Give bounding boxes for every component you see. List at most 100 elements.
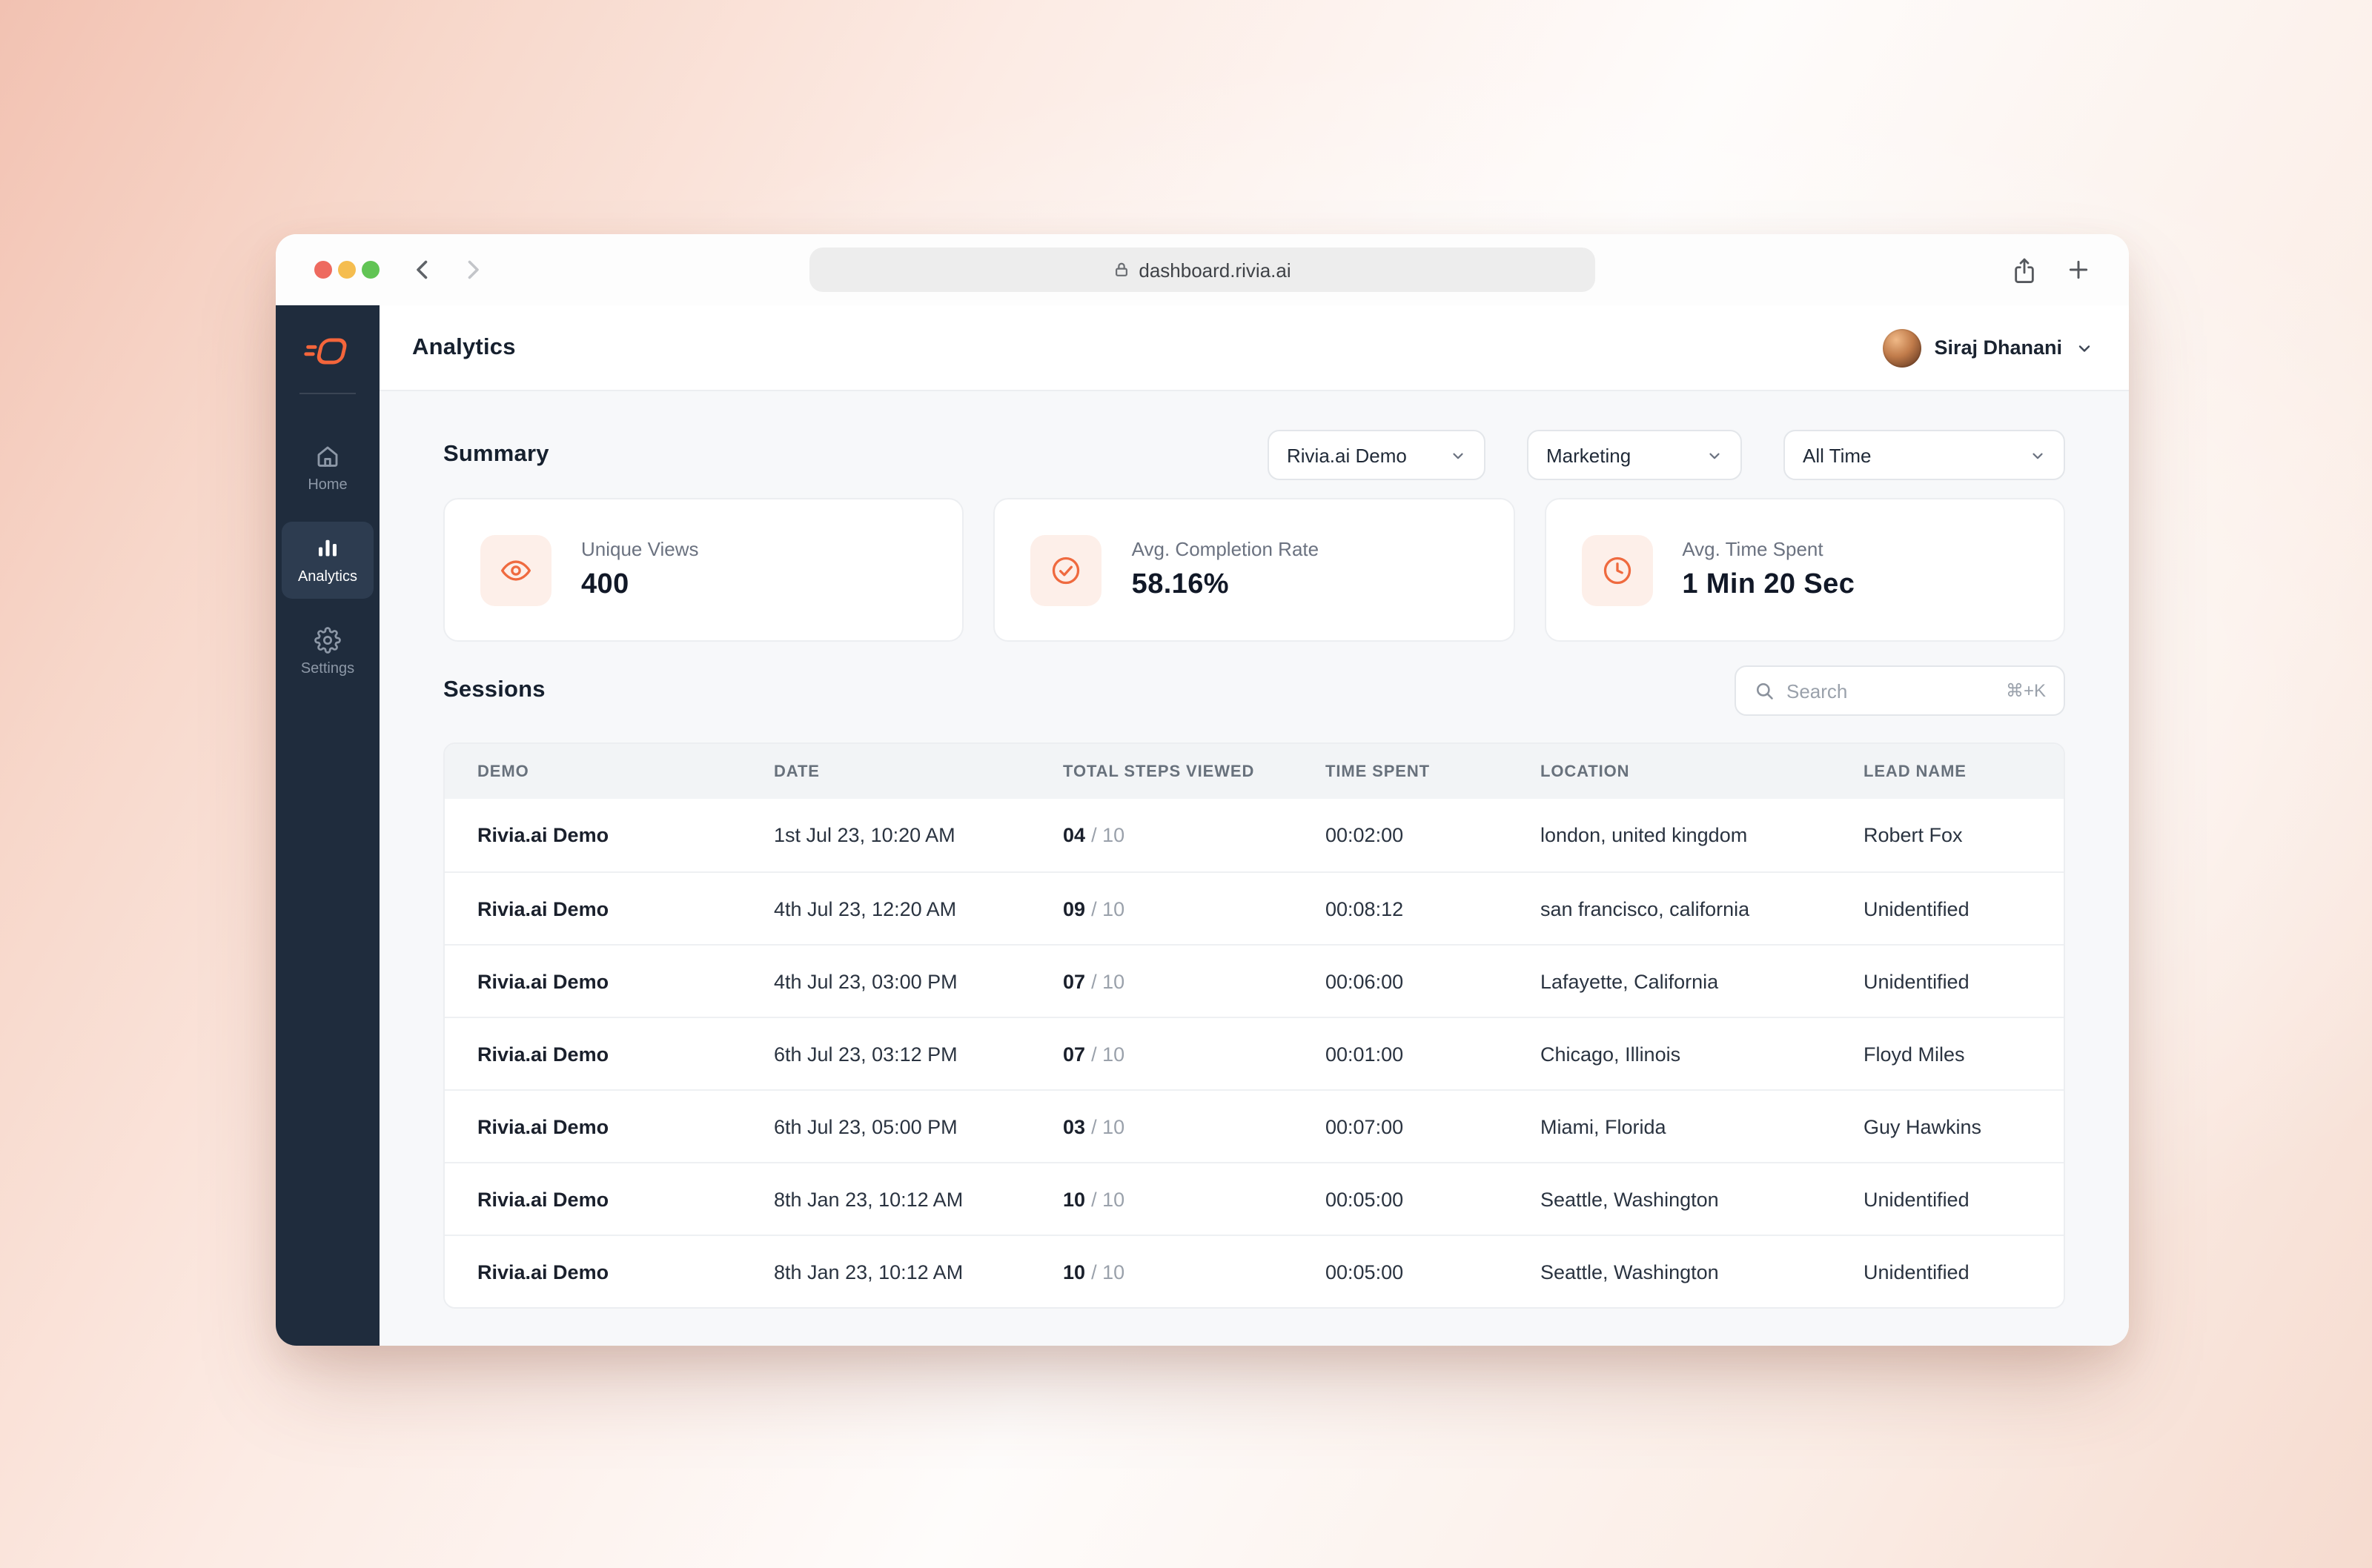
sessions-title: Sessions: [443, 677, 546, 702]
column-header-location: Location: [1540, 763, 1630, 780]
cell-date: 8th Jan 23, 10:12 AM: [774, 1260, 964, 1283]
cell-location: Seattle, Washington: [1540, 1188, 1719, 1210]
table-row[interactable]: Rivia.ai Demo 4th Jul 23, 03:00 PM 07/ 1…: [445, 944, 2064, 1017]
sidebar-item-settings[interactable]: Settings: [282, 614, 374, 691]
table-row[interactable]: Rivia.ai Demo 6th Jul 23, 03:12 PM 07/ 1…: [445, 1017, 2064, 1089]
cell-lead: Unidentified: [1864, 970, 1970, 992]
cell-lead: Guy Hawkins: [1864, 1115, 1982, 1137]
cell-location: Miami, Florida: [1540, 1115, 1666, 1137]
cell-steps: 10/ 10: [1063, 1260, 1125, 1283]
sidebar-item-home[interactable]: Home: [282, 430, 374, 507]
demo-filter-dropdown[interactable]: Rivia.ai Demo: [1268, 430, 1485, 480]
search-shortcut: ⌘+K: [2005, 680, 2046, 701]
cell-demo: Rivia.ai Demo: [477, 1188, 609, 1210]
sidebar-divider: [299, 393, 356, 394]
cell-location: Chicago, Illinois: [1540, 1043, 1681, 1065]
page-title: Analytics: [412, 334, 516, 359]
cell-steps: 07/ 10: [1063, 970, 1125, 992]
cell-demo: Rivia.ai Demo: [477, 897, 609, 920]
column-header-demo: Demo: [477, 763, 529, 780]
search-box[interactable]: ⌘+K: [1735, 665, 2065, 716]
url-text: dashboard.rivia.ai: [1139, 259, 1291, 281]
stat-value: 400: [581, 569, 629, 600]
table-row[interactable]: Rivia.ai Demo 1st Jul 23, 10:20 AM 04/ 1…: [445, 799, 2064, 871]
time-filter-value: All Time: [1803, 444, 1872, 466]
cell-time: 00:01:00: [1325, 1043, 1404, 1065]
rivia-logo[interactable]: [304, 332, 351, 371]
browser-toolbar: dashboard.rivia.ai: [276, 234, 2129, 305]
stat-card-unique-views: Unique Views 400: [443, 498, 964, 642]
cell-date: 6th Jul 23, 05:00 PM: [774, 1115, 958, 1137]
cell-demo: Rivia.ai Demo: [477, 1260, 609, 1283]
stat-card-completion-rate: Avg. Completion Rate 58.16%: [993, 498, 1515, 642]
sidebar-item-label: Home: [308, 477, 348, 494]
table-header-row: Demo Date Total Steps Viewed Time Spent …: [445, 744, 2064, 799]
cell-location: san francisco, california: [1540, 897, 1750, 920]
close-window-button[interactable]: [314, 261, 332, 279]
address-bar[interactable]: dashboard.rivia.ai: [809, 248, 1595, 292]
cell-time: 00:07:00: [1325, 1115, 1404, 1137]
avatar: [1882, 328, 1921, 367]
cell-date: 4th Jul 23, 12:20 AM: [774, 897, 957, 920]
cell-lead: Unidentified: [1864, 1260, 1970, 1283]
table-row[interactable]: Rivia.ai Demo 8th Jan 23, 10:12 AM 10/ 1…: [445, 1162, 2064, 1235]
sidebar-item-label: Settings: [300, 661, 355, 677]
cell-date: 4th Jul 23, 03:00 PM: [774, 970, 958, 992]
home-icon: [314, 443, 341, 470]
sidebar: Home Analytics Settings: [276, 305, 380, 1346]
cell-steps: 07/ 10: [1063, 1043, 1125, 1065]
table-row[interactable]: Rivia.ai Demo 8th Jan 23, 10:12 AM 10/ 1…: [445, 1235, 2064, 1307]
stat-label: Unique Views: [581, 538, 699, 560]
browser-back-button[interactable]: [409, 256, 436, 283]
sidebar-item-analytics[interactable]: Analytics: [282, 522, 374, 599]
chevron-down-icon: [2030, 447, 2046, 463]
cell-lead: Unidentified: [1864, 1188, 1970, 1210]
app-header: Analytics Siraj Dhanani: [380, 305, 2129, 391]
lock-icon: [1113, 261, 1130, 279]
cell-steps: 10/ 10: [1063, 1188, 1125, 1210]
browser-forward-button[interactable]: [460, 256, 486, 283]
stat-label: Avg. Completion Rate: [1131, 538, 1319, 560]
team-filter-dropdown[interactable]: Marketing: [1527, 430, 1742, 480]
chevron-down-icon: [1450, 447, 1466, 463]
cell-time: 00:05:00: [1325, 1260, 1404, 1283]
share-icon[interactable]: [2012, 256, 2037, 284]
cell-demo: Rivia.ai Demo: [477, 824, 609, 846]
cell-time: 00:02:00: [1325, 824, 1404, 846]
browser-window: dashboard.rivia.ai: [276, 234, 2129, 1346]
team-filter-value: Marketing: [1546, 444, 1631, 466]
cell-steps: 09/ 10: [1063, 897, 1125, 920]
stat-value: 1 Min 20 Sec: [1682, 569, 1855, 600]
stat-card-time-spent: Avg. Time Spent 1 Min 20 Sec: [1544, 498, 2065, 642]
user-menu[interactable]: Siraj Dhanani: [1882, 328, 2093, 367]
cell-date: 6th Jul 23, 03:12 PM: [774, 1043, 958, 1065]
search-icon: [1754, 680, 1775, 701]
cell-steps: 03/ 10: [1063, 1115, 1125, 1137]
cell-demo: Rivia.ai Demo: [477, 970, 609, 992]
eye-icon: [480, 534, 551, 605]
cell-location: Seattle, Washington: [1540, 1260, 1719, 1283]
cell-demo: Rivia.ai Demo: [477, 1115, 609, 1137]
cell-date: 1st Jul 23, 10:20 AM: [774, 824, 955, 846]
time-filter-dropdown[interactable]: All Time: [1783, 430, 2065, 480]
table-row[interactable]: Rivia.ai Demo 4th Jul 23, 12:20 AM 09/ 1…: [445, 871, 2064, 944]
demo-filter-value: Rivia.ai Demo: [1287, 444, 1407, 466]
cell-lead: Floyd Miles: [1864, 1043, 1965, 1065]
maximize-window-button[interactable]: [362, 261, 380, 279]
sidebar-item-label: Analytics: [297, 569, 357, 585]
stat-label: Avg. Time Spent: [1682, 538, 1823, 560]
new-tab-button[interactable]: [2067, 258, 2090, 282]
minimize-window-button[interactable]: [338, 261, 356, 279]
table-row[interactable]: Rivia.ai Demo 6th Jul 23, 05:00 PM 03/ 1…: [445, 1089, 2064, 1162]
cell-lead: Robert Fox: [1864, 824, 1963, 846]
column-header-steps: Total Steps Viewed: [1063, 763, 1255, 780]
window-controls: [314, 261, 380, 279]
cell-steps: 04/ 10: [1063, 824, 1125, 846]
user-name: Siraj Dhanani: [1934, 336, 2062, 359]
summary-title: Summary: [443, 442, 549, 467]
search-input[interactable]: [1786, 680, 1994, 702]
cell-date: 8th Jan 23, 10:12 AM: [774, 1188, 964, 1210]
cell-time: 00:05:00: [1325, 1188, 1404, 1210]
sessions-table: Demo Date Total Steps Viewed Time Spent …: [443, 743, 2065, 1309]
